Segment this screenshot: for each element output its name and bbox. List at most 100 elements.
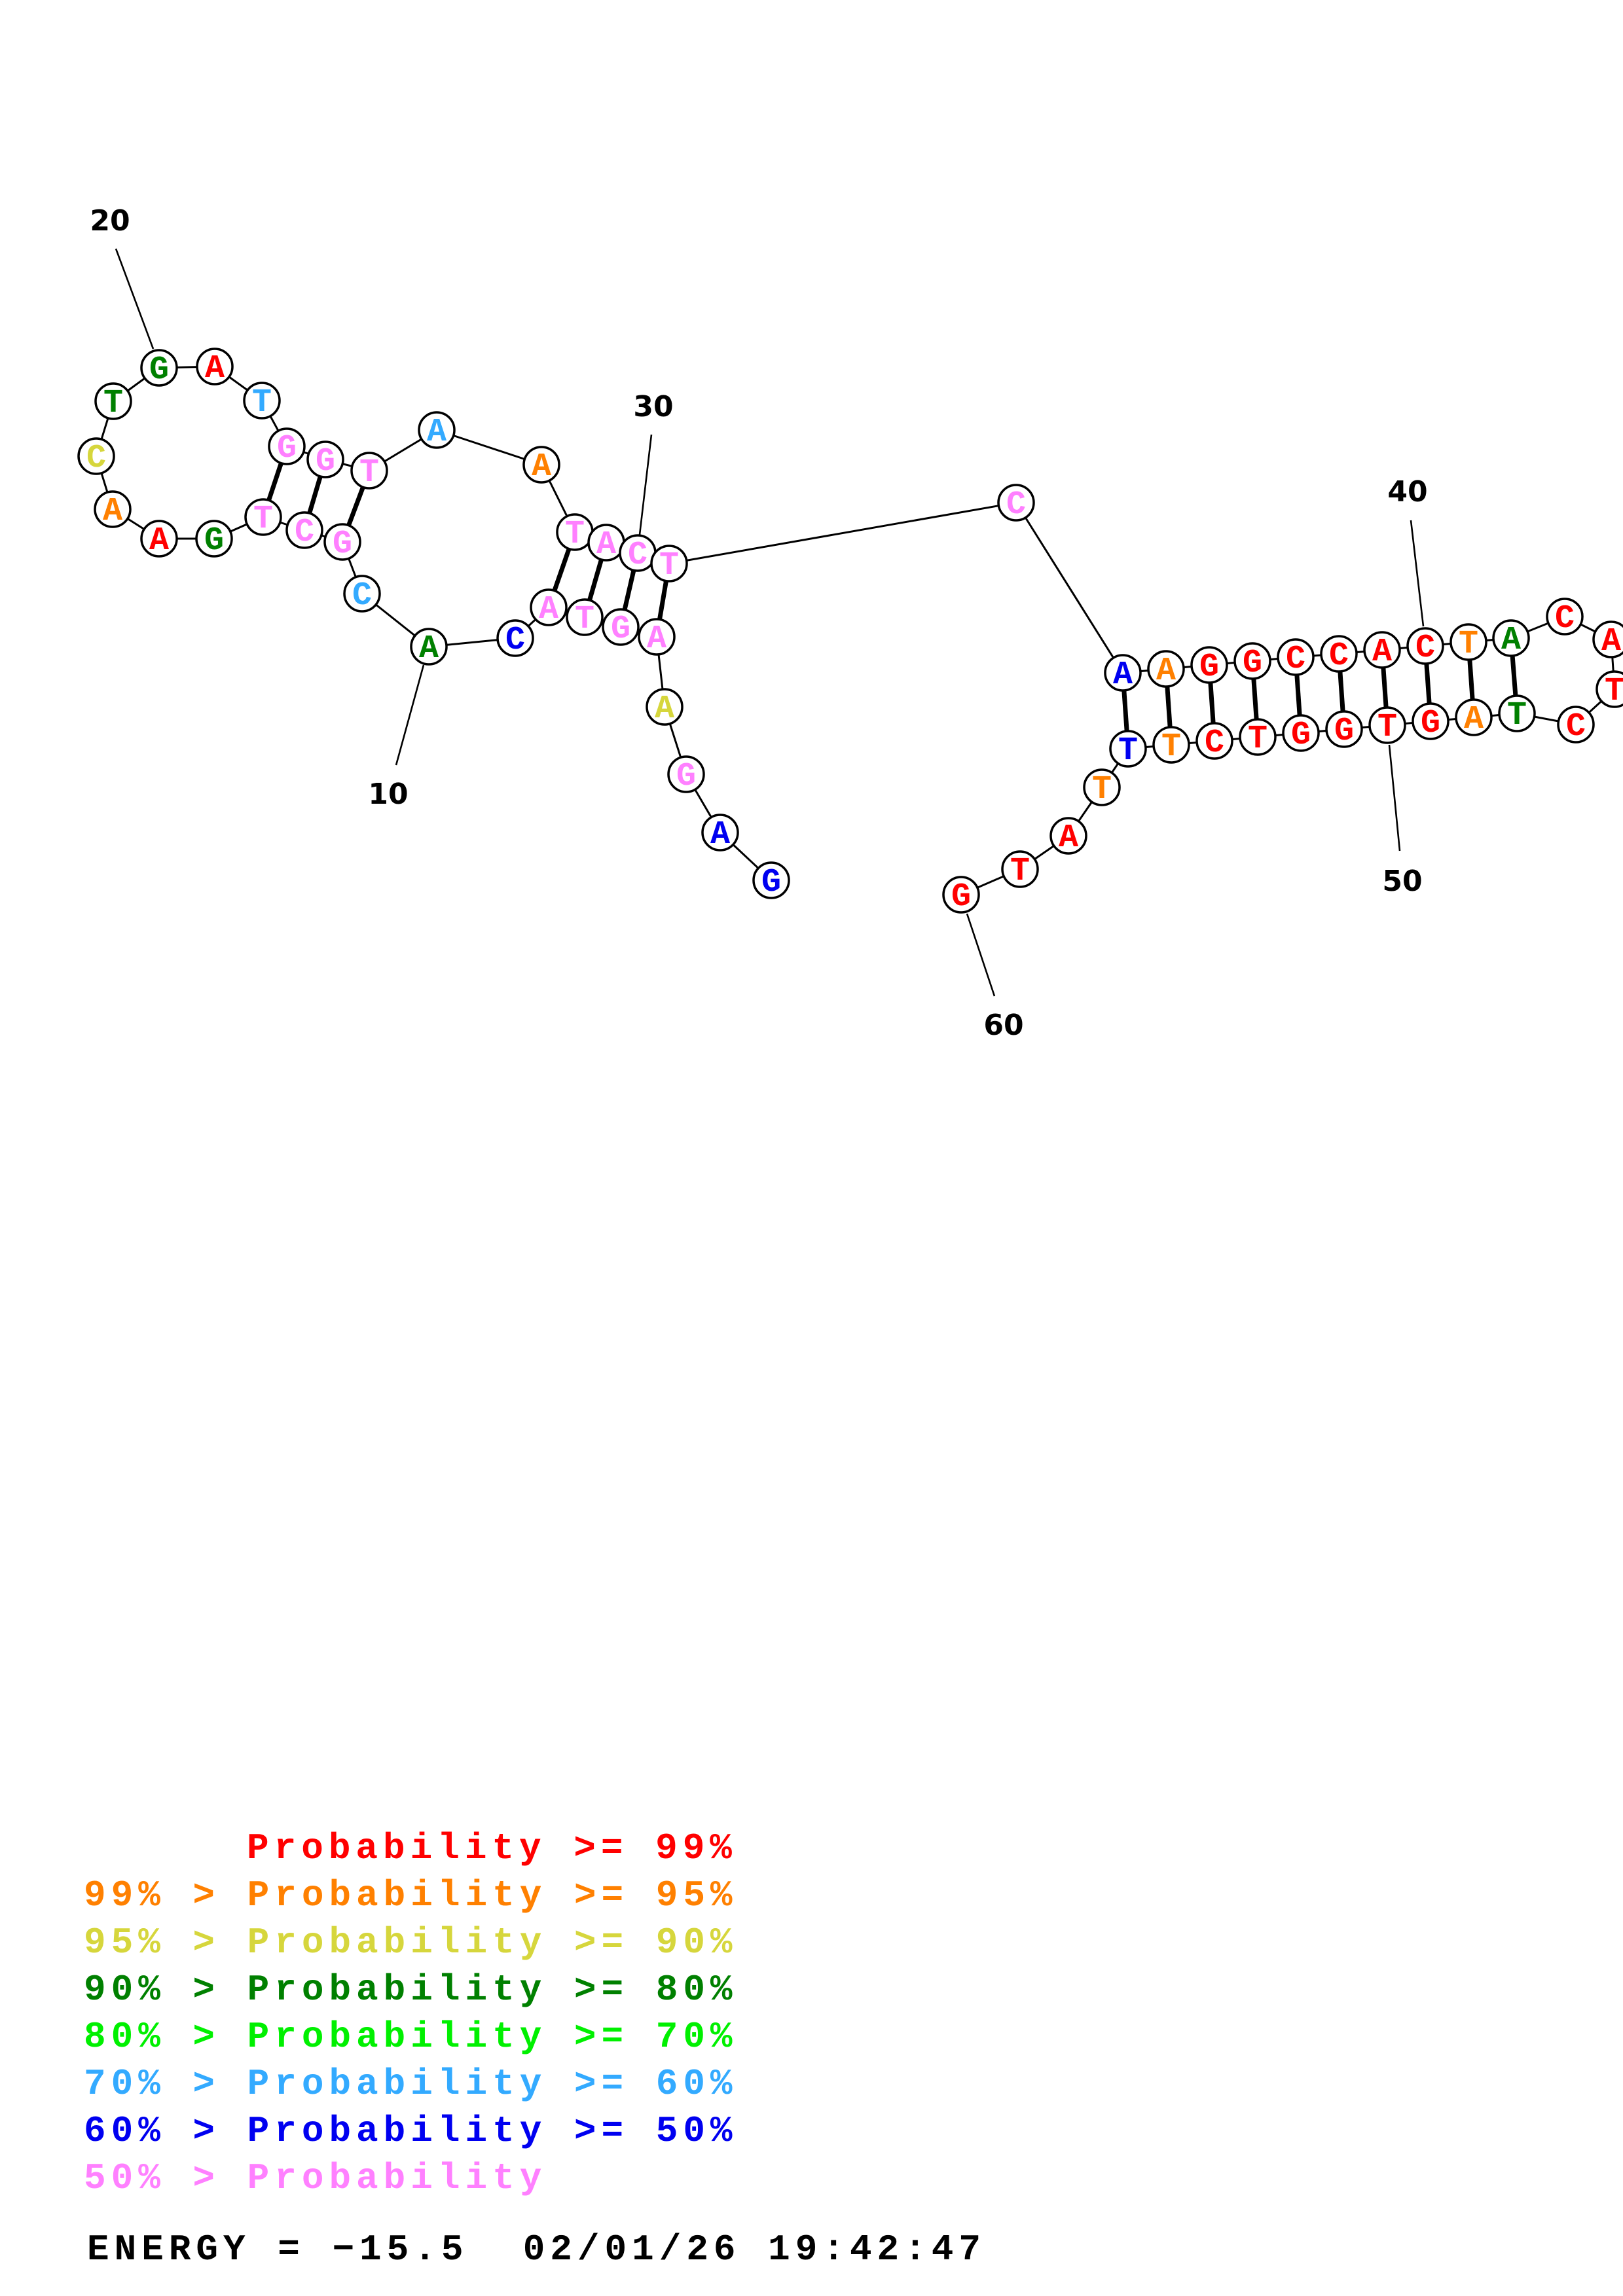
nucleotide-circle [1104,654,1142,692]
nucleotide-letter-T: T [252,384,272,422]
legend-row: 50% > Probability [84,2157,547,2199]
nucleotide-circle [140,520,178,558]
nucleotide-circle [530,588,568,626]
nucleotide-letter-T: T [359,454,379,492]
position-label: 40 [1387,475,1427,509]
nucleotide-circle [323,523,361,561]
nucleotide-letter-A: A [647,620,666,658]
nucleotide-circle [268,427,306,465]
nucleotide-circle [997,484,1035,522]
nucleotide-circle [1592,620,1623,658]
nucleotide-circle [196,348,234,386]
position-tick-line [395,664,425,766]
nucleotide-letter-C: C [86,440,106,477]
nucleotide-letter-C: C [295,514,314,551]
nucleotide-circle [1412,702,1450,740]
nucleotide-circle [646,688,684,726]
nucleotide-circle [1282,714,1320,752]
nucleotide-letter-T: T [1377,709,1397,746]
nucleotide-circle [1239,718,1277,756]
legend-row: 80% > Probability >= 70% [84,2016,738,2058]
nucleotide-letter-T: T [1459,626,1478,663]
nucleotide-circle [1498,694,1536,732]
nucleotide-circle [496,619,534,657]
nucleotide-circle [244,498,282,536]
nucleotide-circle [1320,635,1358,673]
nucleotide-circle [243,382,281,420]
nucleotide-letter-C: C [1566,708,1586,745]
nucleotide-letter-G: G [1291,717,1311,754]
nucleotide-letter-A: A [419,630,439,668]
nucleotide-letter-A: A [1156,653,1176,690]
nucleotide-letter-G: G [277,430,297,467]
position-label: 30 [633,390,673,423]
nucleotide-letter-T: T [1507,697,1527,734]
nucleotide-circle [1492,619,1530,657]
nucleotide-circle [306,440,344,478]
legend-row: Probability >= 99% [247,1827,737,1869]
position-tick-line [1410,520,1425,627]
nucleotide-letter-G: G [1243,645,1262,682]
nucleotide-circle [638,618,676,656]
legend-row: 60% > Probability >= 50% [84,2110,738,2152]
nucleotide-circle [1557,706,1595,744]
nucleotide-circle [1406,627,1444,665]
nucleotide-circle [1190,646,1228,684]
nucleotide-letter-T: T [103,385,123,422]
position-tick-line [1388,744,1401,852]
nucleotide-letter-G: G [316,443,335,480]
nucleotide-letter-G: G [149,351,169,389]
nucleotide-letter-T: T [1161,728,1181,766]
nucleotide-circle [650,545,688,583]
nucleotide-letter-T: T [575,601,594,638]
nucleotide-letter-C: C [505,622,525,659]
nucleotide-letter-C: C [628,537,647,574]
nucleotide-letter-A: A [427,414,447,451]
nucleotide-letter-G: G [1421,705,1440,742]
nucleotide-circle [195,520,233,558]
nucleotide-circle [1083,768,1121,806]
nucleotide-letter-T: T [1010,853,1030,890]
backbone-line [668,501,1017,565]
nucleotide-circle [1109,730,1147,768]
nucleotide-letter-A: A [1113,656,1133,694]
nucleotide-letter-C: C [1006,486,1026,524]
nucleotide-circle [1152,726,1190,764]
position-label: 50 [1382,865,1422,898]
nucleotide-circle [418,411,456,449]
nucleotide-letter-A: A [205,350,225,387]
nucleotide-circle [1049,817,1087,855]
nucleotide-letter-A: A [655,691,674,728]
nucleotide-letter-C: C [1286,641,1305,678]
backbone-line [1015,502,1124,673]
nucleotide-circle [410,628,448,666]
nucleotide-letter-A: A [1372,634,1392,671]
position-tick-line [638,434,653,535]
nucleotide-letter-A: A [1601,623,1621,660]
nucleotide-letter-G: G [1334,713,1354,750]
legend-row: 90% > Probability >= 80% [84,1969,738,2011]
nucleotide-circle [1450,623,1487,661]
nucleotide-circle [1233,642,1271,680]
nucleotide-circle [1147,650,1185,688]
nucleotide-letter-G: G [676,758,696,795]
nucleotide-circle [566,598,604,636]
nucleotide-letter-T: T [1605,673,1623,710]
nucleotide-circle [1325,710,1363,748]
nucleotide-letter-C: C [352,577,372,615]
nucleotide-letter-T: T [659,547,679,584]
nucleotide-letter-T: T [253,501,273,538]
nucleotide-circle [1195,722,1233,760]
nucleotide-circle [1455,698,1493,736]
nucleotide-letter-C: C [1415,630,1435,667]
nucleotide-letter-A: A [596,526,616,564]
nucleotide-letter-G: G [333,526,352,563]
energy-text: ENERGY = −15.5 02/01/26 19:42:47 [87,2229,986,2270]
nucleotide-circle [1363,631,1401,669]
nucleotide-circle [1368,706,1406,744]
nucleotide-circle [350,452,388,490]
nucleotide-letter-A: A [1059,819,1078,857]
nucleotide-letter-T: T [1248,721,1267,758]
nucleotide-letter-A: A [1464,701,1484,738]
